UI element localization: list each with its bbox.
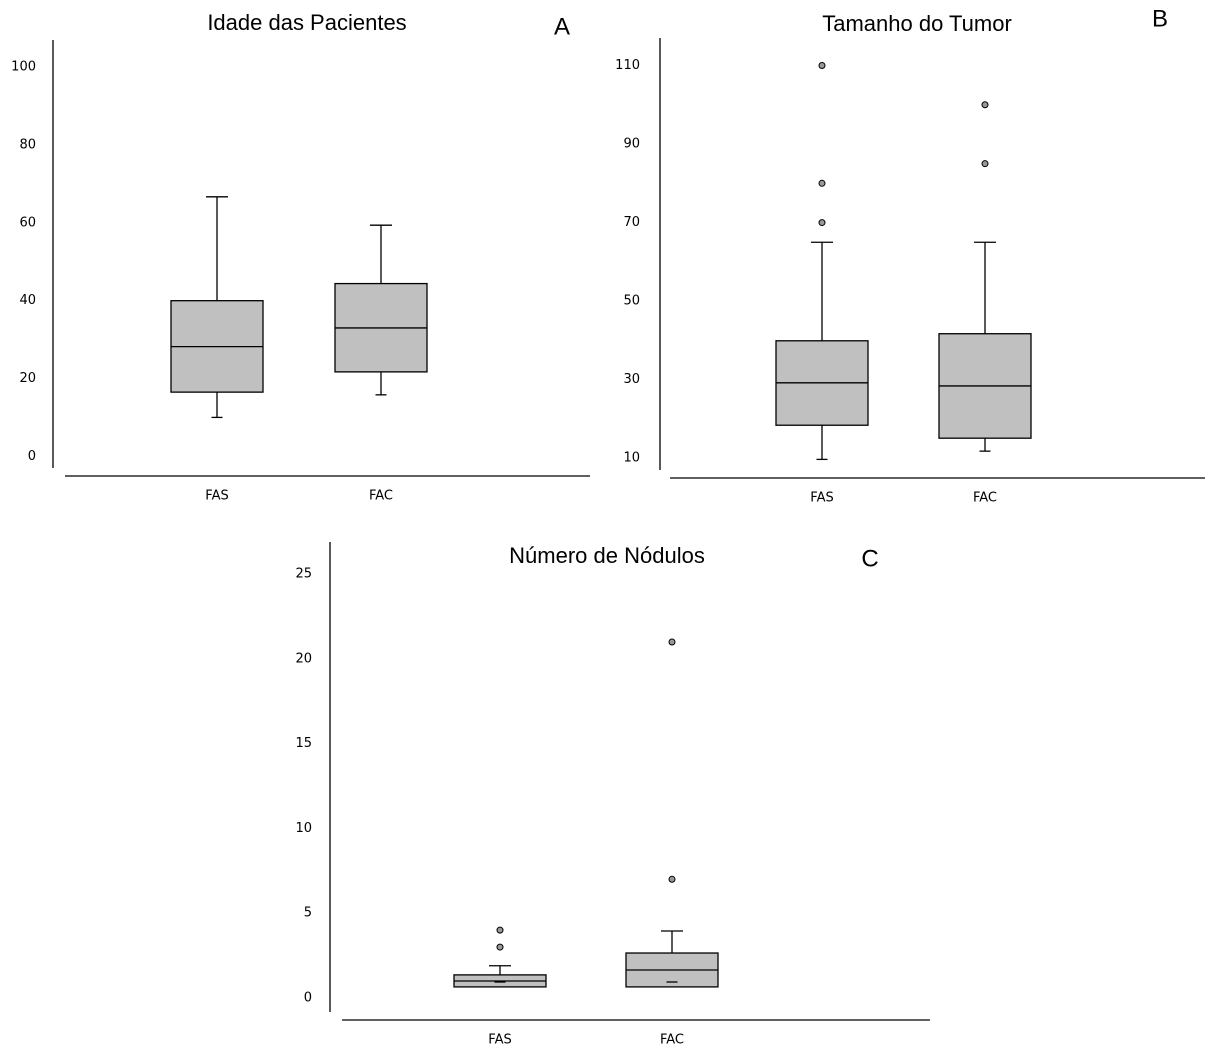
x-tick-label: FAS [810,491,833,506]
chart-title: Tamanho do Tumor [822,11,1012,36]
y-tick-label: 50 [623,294,640,309]
y-tick-label: 60 [19,215,36,230]
chart-title: Número de Nódulos [509,543,705,568]
y-tick-label: 15 [295,736,312,751]
panel-label: C [861,545,878,572]
y-tick-label: 70 [623,215,640,230]
y-tick-label: 80 [19,138,36,153]
chart-title: Idade das Pacientes [207,10,406,35]
y-tick-label: 10 [623,451,640,466]
x-tick-label: FAS [488,1033,511,1048]
outlier [668,875,676,883]
x-tick-label: FAC [660,1033,684,1048]
outlier [981,101,989,109]
outlier [496,926,504,934]
y-tick-label: 25 [295,567,312,582]
outlier [818,219,826,227]
y-tick-label: 0 [28,449,36,464]
y-tick-label: 30 [623,372,640,387]
y-tick-label: 10 [295,821,312,836]
x-tick-label: FAC [973,491,997,506]
y-tick-label: 90 [623,137,640,152]
outlier [668,638,676,646]
y-tick-label: 110 [615,58,640,73]
x-tick-label: FAC [369,489,393,504]
y-tick-label: 40 [19,293,36,308]
panel-label: B [1152,5,1168,32]
y-tick-label: 0 [304,990,312,1005]
outlier [981,160,989,168]
y-tick-label: 5 [304,906,312,921]
y-tick-label: 100 [11,60,36,75]
outlier [496,943,504,951]
x-tick-label: FAS [205,489,228,504]
outlier [818,179,826,187]
y-tick-label: 20 [295,651,312,666]
y-tick-label: 20 [19,371,36,386]
outlier [818,61,826,69]
panel-label: A [554,13,570,40]
